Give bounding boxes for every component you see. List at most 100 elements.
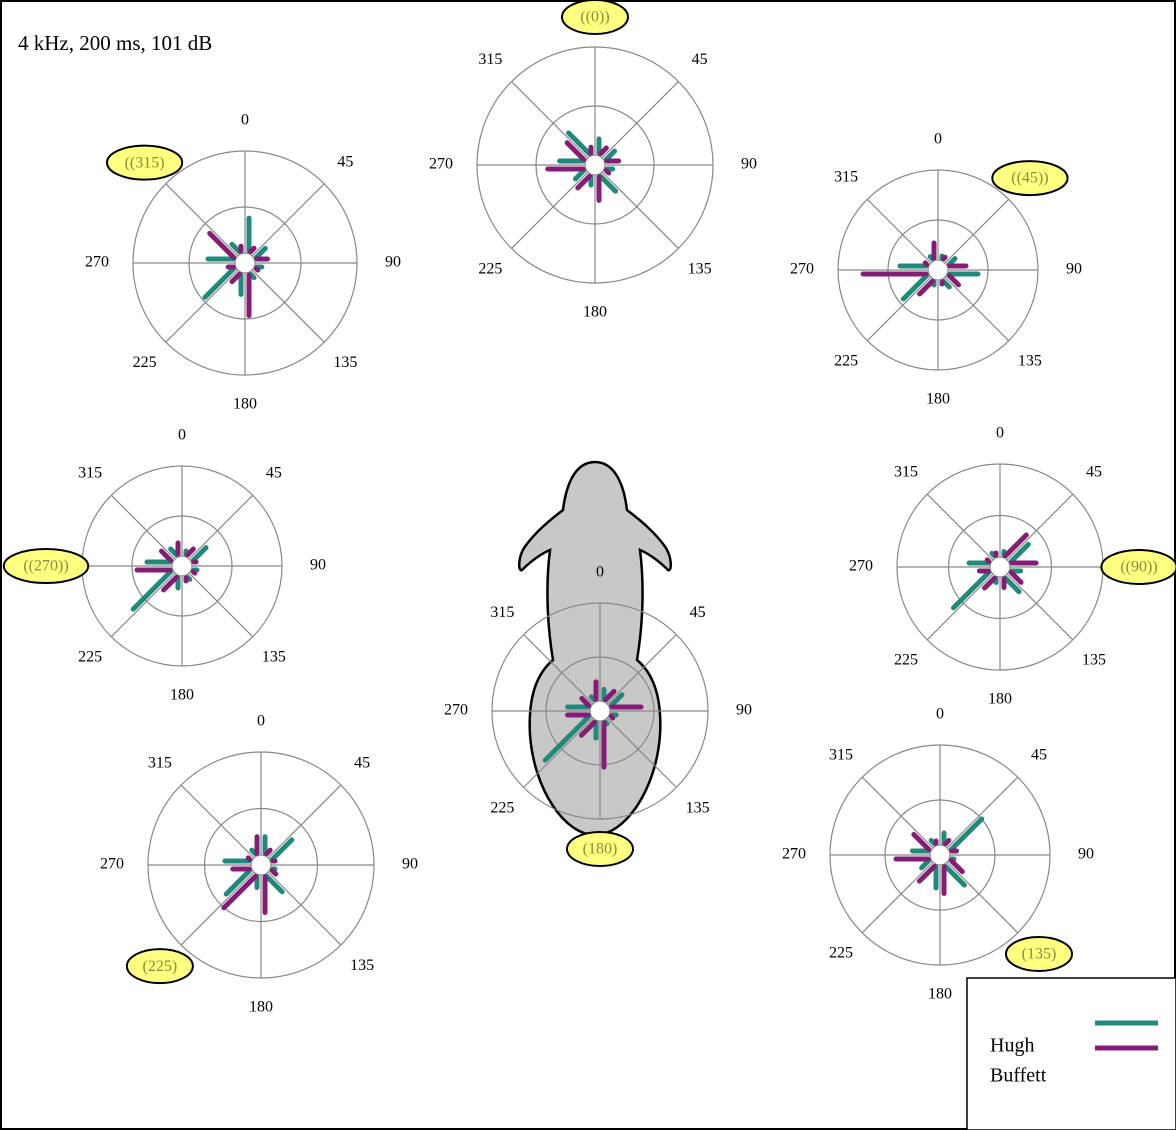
bar	[572, 168, 587, 182]
bar	[1008, 541, 1031, 564]
bar	[948, 816, 985, 852]
angle-label: 225	[478, 260, 502, 277]
bar	[916, 863, 937, 884]
angle-label: 315	[478, 51, 502, 68]
angle-label: 315	[490, 604, 514, 621]
legend: Hugh Buffett	[966, 977, 1176, 1130]
angle-label: 270	[429, 156, 453, 173]
spoke	[946, 861, 1019, 934]
highlight-marker	[125, 948, 194, 985]
angle-label: ((0))	[580, 9, 609, 26]
angle-label: ((315)	[125, 154, 165, 171]
angle-label: 0	[596, 564, 604, 581]
polar-plot: 0 45 90 135 180 (225) 270 315	[100, 713, 418, 1016]
center-hole	[171, 555, 193, 577]
highlight-marker	[1100, 549, 1176, 585]
center-hole	[927, 259, 949, 281]
polar-plot: 0 45 90 135 180 225 270 ((315)	[85, 112, 401, 413]
angle-label: 135	[333, 354, 357, 371]
bar	[269, 837, 295, 862]
bar	[579, 696, 592, 708]
highlight-marker	[561, 0, 629, 35]
spoke	[606, 717, 677, 788]
bar	[168, 546, 179, 558]
spoke	[523, 634, 594, 705]
spoke	[926, 493, 994, 561]
angle-label: 315	[829, 747, 853, 764]
bar	[919, 858, 932, 871]
bar	[900, 273, 930, 302]
bar	[264, 847, 273, 857]
spoke	[523, 717, 594, 788]
highlight-marker	[566, 831, 634, 867]
spoke	[601, 81, 679, 159]
bar	[917, 278, 935, 297]
angle-label: ((90))	[1120, 559, 1157, 576]
angle-label: ((270))	[23, 558, 68, 575]
bar	[269, 868, 279, 877]
bar	[253, 245, 268, 260]
spoke	[606, 634, 677, 705]
angle-label: 180	[249, 999, 273, 1016]
angle-label: 45	[692, 51, 708, 68]
angle-label: ((45))	[1011, 170, 1048, 187]
spoke	[861, 776, 934, 849]
angle-label: 90	[310, 557, 326, 574]
legend-box	[966, 977, 1176, 1130]
spoke	[267, 784, 342, 859]
spoke	[165, 183, 239, 257]
angle-label: 270	[790, 261, 814, 278]
center-hole	[250, 854, 272, 876]
bar	[608, 714, 616, 721]
bar	[264, 873, 285, 895]
angle-label: 90	[1066, 261, 1082, 278]
angle-label: 45	[690, 604, 706, 621]
highlight-marker	[2, 548, 90, 584]
angle-label: 90	[736, 702, 752, 719]
angle-label: 270	[100, 856, 124, 873]
spoke	[251, 183, 325, 257]
spoke	[866, 198, 932, 264]
angle-label: 90	[385, 254, 401, 271]
angle-label: 315	[78, 465, 102, 482]
center-hole	[989, 556, 1011, 578]
angle-label: 0	[178, 427, 186, 444]
angle-label: 0	[936, 706, 944, 723]
bar	[158, 548, 174, 563]
angle-label: 180	[988, 691, 1012, 708]
spoke	[861, 861, 934, 934]
bar	[948, 858, 965, 875]
bar	[984, 557, 992, 564]
angle-label: 45	[266, 465, 282, 482]
angle-label: 180	[233, 396, 257, 413]
center-hole	[589, 700, 611, 722]
angle-label: 180	[170, 687, 194, 704]
angle-label: 0	[241, 112, 249, 129]
bar	[248, 245, 257, 255]
center-hole	[929, 844, 951, 866]
angle-label: (135)	[1022, 946, 1057, 963]
bar	[603, 148, 618, 162]
angle-label: 315	[894, 464, 918, 481]
angle-label: 90	[741, 156, 757, 173]
bar	[207, 230, 237, 260]
bar	[229, 271, 242, 285]
spoke	[180, 784, 255, 859]
bar	[578, 719, 597, 738]
bar	[946, 256, 958, 267]
bar	[603, 688, 617, 703]
spoke	[511, 81, 589, 159]
spoke	[866, 276, 932, 342]
spoke	[944, 198, 1010, 264]
angle-label: 225	[834, 353, 858, 370]
angle-label: 90	[1078, 846, 1094, 863]
bar	[229, 241, 242, 255]
spoke	[511, 171, 589, 249]
bar	[941, 254, 948, 262]
bar	[221, 873, 258, 911]
bar	[130, 569, 174, 612]
bar	[161, 574, 179, 593]
angle-label: 45	[1031, 747, 1047, 764]
bar	[598, 173, 619, 194]
highlight-marker	[991, 160, 1069, 197]
